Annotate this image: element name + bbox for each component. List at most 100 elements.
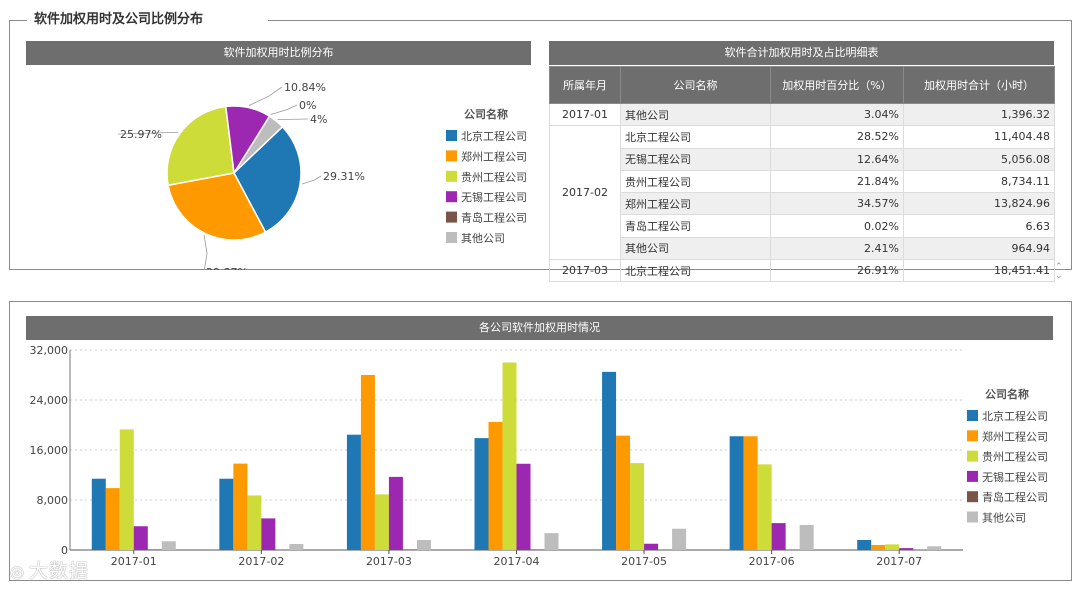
company-cell: 其他公司 — [620, 102, 771, 127]
watermark-text: 大数据 — [28, 560, 89, 582]
pie-legend-item: 北京工程公司 — [461, 129, 527, 143]
bar — [488, 421, 503, 550]
pie-legend-swatch — [446, 170, 457, 182]
panel-border — [9, 20, 27, 21]
pie-slice-label: 10.84% — [284, 81, 326, 94]
bar-legend-item: 其他公司 — [982, 512, 1026, 525]
table-row: 青岛工程公司 0.02% 6.63 — [550, 214, 1055, 238]
x-tick-label: 2017-06 — [749, 555, 795, 568]
detail-table: 所属年月 公司名称 加权用时百分比（%） 加权用时合计（小时） 2017-01 … — [549, 66, 1055, 283]
column-header-percent[interactable]: 加权用时百分比（%） — [770, 66, 904, 104]
pie-slice-label: 29.31% — [323, 170, 365, 183]
bar — [261, 518, 276, 550]
bar — [757, 464, 772, 550]
company-cell: 青岛工程公司 — [620, 214, 771, 238]
table-row: 2017-03 北京工程公司 26.91% 18,451.41 — [549, 259, 1055, 283]
bar — [516, 463, 531, 550]
bar — [885, 544, 900, 550]
panel-border — [268, 20, 1072, 21]
pie-slice — [167, 172, 267, 241]
column-header-company[interactable]: 公司名称 — [620, 66, 771, 104]
bar-legend-item: 无锡工程公司 — [982, 470, 1048, 484]
company-cell: 北京工程公司 — [620, 125, 771, 149]
percent-cell: 3.04% — [770, 102, 904, 127]
bar — [346, 434, 361, 550]
hours-cell: 5,056.08 — [903, 147, 1055, 171]
pie-legend-swatch — [446, 211, 457, 223]
bar — [402, 549, 417, 550]
x-tick-label: 2017-02 — [238, 555, 284, 568]
pie-slice-label: 29.87% — [206, 266, 248, 270]
pie-slice-label: 25.97% — [120, 128, 162, 141]
bar — [899, 548, 914, 550]
y-tick-label: 24,000 — [30, 394, 69, 407]
company-cell: 郑州工程公司 — [620, 192, 771, 216]
bar — [729, 436, 744, 550]
bar — [644, 543, 659, 550]
bar — [927, 546, 942, 550]
bar — [219, 478, 234, 550]
pie-section-header: 软件加权用时比例分布 — [26, 41, 531, 65]
bar-legend-title: 公司名称 — [985, 387, 1029, 401]
bar — [416, 540, 431, 550]
page-title: 软件加权用时及公司比例分布 — [34, 12, 204, 27]
bar-legend-item: 北京工程公司 — [982, 409, 1048, 423]
pie-legend-item: 无锡工程公司 — [461, 190, 527, 204]
y-tick-label: 32,000 — [30, 344, 69, 357]
pie-slice — [233, 125, 302, 234]
pie-legend-item: 青岛工程公司 — [461, 211, 527, 225]
bar-legend-item: 郑州工程公司 — [982, 429, 1048, 443]
pie-label-line — [270, 104, 298, 115]
bar — [630, 463, 645, 550]
percent-cell: 28.52% — [770, 125, 904, 149]
bar-legend-swatch — [967, 450, 978, 462]
bar-legend-item: 青岛工程公司 — [982, 490, 1048, 504]
watermark: ◎ 大数据 — [10, 556, 89, 583]
bar — [91, 478, 106, 550]
hours-cell: 18,451.41 — [903, 259, 1055, 283]
percent-cell: 12.64% — [770, 147, 904, 171]
x-tick-label: 2017-05 — [621, 555, 667, 568]
percent-cell: 0.02% — [770, 214, 904, 238]
table-row: 2017-01 其他公司 3.04% 1,396.32 — [549, 102, 1055, 127]
bar — [289, 543, 304, 550]
y-tick-label: 8,000 — [37, 494, 69, 507]
bar-panel — [9, 301, 1072, 581]
pie-label-line — [277, 118, 309, 120]
bar — [743, 436, 758, 550]
scroll-updown-icon[interactable]: ⌃ ⌄ — [1055, 262, 1063, 281]
column-header-month[interactable]: 所属年月 — [549, 66, 621, 104]
pie-slice — [224, 105, 271, 176]
percent-cell: 21.84% — [770, 169, 904, 194]
weibo-icon: ◎ — [10, 562, 25, 581]
month-cell: 2017-02 — [549, 125, 621, 261]
bar — [374, 494, 389, 550]
bar-legend-swatch — [967, 511, 978, 523]
bar-legend-swatch — [967, 491, 978, 503]
hours-cell: 1,396.32 — [903, 102, 1055, 127]
company-cell: 其他公司 — [620, 236, 771, 261]
pie-label-line — [301, 175, 322, 185]
bar — [530, 549, 545, 550]
table-row: 贵州工程公司 21.84% 8,734.11 — [550, 169, 1055, 194]
bar-legend-swatch — [967, 470, 978, 482]
bar-legend-swatch — [967, 430, 978, 442]
bar — [474, 438, 489, 550]
table-row: 2017-02 北京工程公司 28.52% 11,404.48 — [549, 125, 1055, 261]
hours-cell: 6.63 — [903, 214, 1055, 238]
x-tick-label: 2017-01 — [111, 555, 157, 568]
y-tick-label: 0 — [61, 544, 68, 557]
column-header-hours[interactable]: 加权用时合计（小时） — [903, 66, 1055, 104]
pie-legend-swatch — [446, 232, 457, 243]
table-row: 其他公司 2.41% 964.94 — [550, 236, 1055, 261]
pie-slice — [166, 105, 235, 187]
pie-legend-swatch — [446, 150, 457, 162]
bar — [871, 545, 886, 550]
bar — [771, 523, 786, 550]
hours-cell: 8,734.11 — [903, 169, 1055, 194]
bar — [857, 540, 872, 550]
percent-cell: 2.41% — [770, 236, 904, 261]
bar-section-header: 各公司软件加权用时情况 — [26, 316, 1053, 340]
month-cell: 2017-03 — [549, 259, 621, 283]
bar — [147, 549, 162, 550]
